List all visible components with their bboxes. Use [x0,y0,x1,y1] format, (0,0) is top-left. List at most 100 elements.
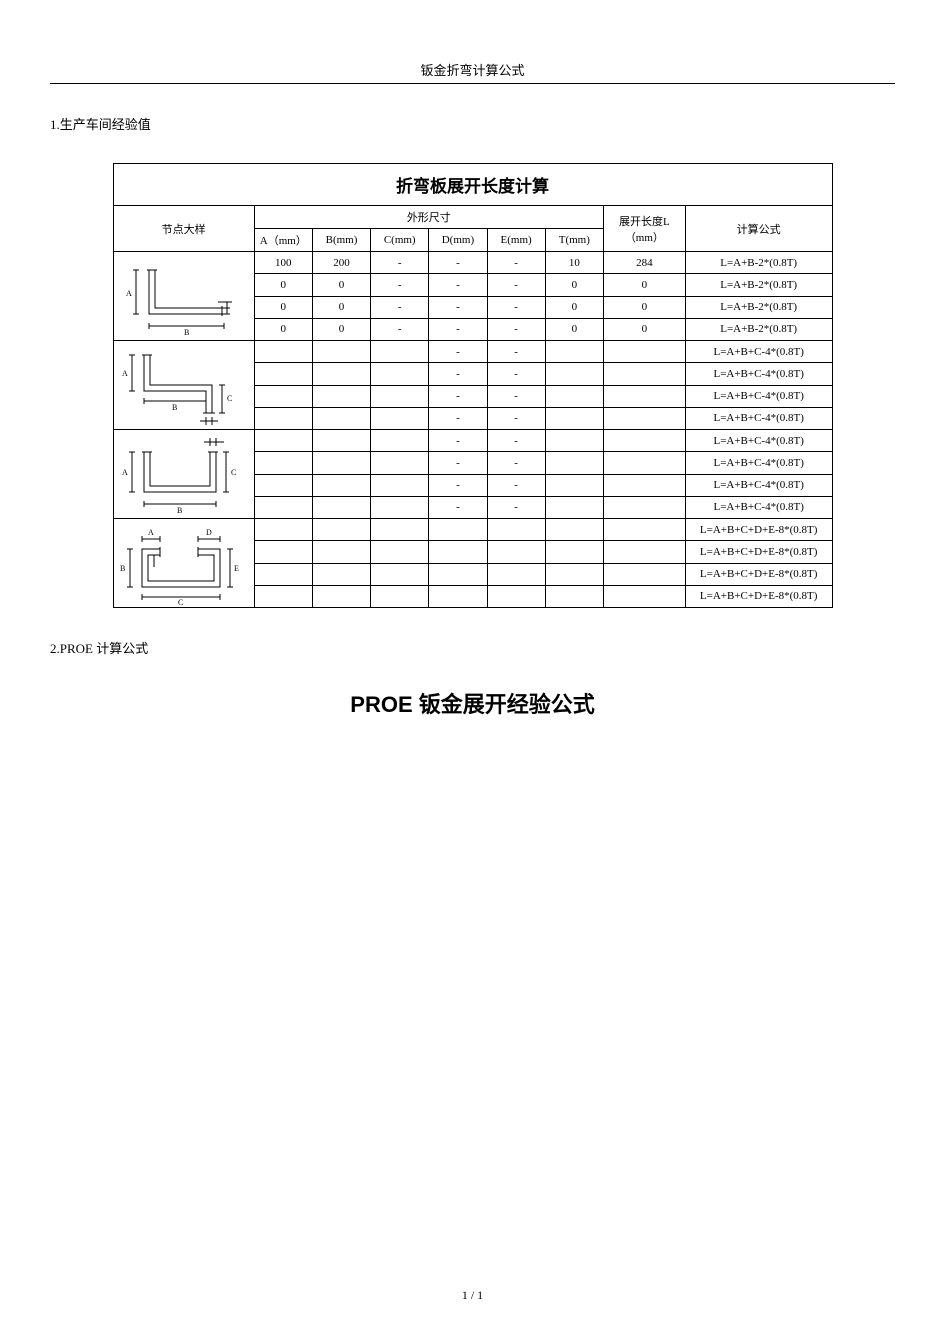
cell-formula: L=A+B+C-4*(0.8T) [685,363,832,385]
cell-d: - [429,496,487,518]
cell-c [371,474,429,496]
cell-a [254,474,312,496]
table-row: A B C [113,341,832,363]
cell-a [254,452,312,474]
cell-d: - [429,407,487,429]
cell-t: 0 [545,296,603,318]
u-shape-icon: A C B [114,430,244,518]
cell-l [603,474,685,496]
cell-l: 284 [603,252,685,274]
cell-d: - [429,430,487,452]
svg-text:A: A [126,289,132,298]
cell-t [545,385,603,407]
cell-b: 0 [312,296,370,318]
document-title: 钣金折弯计算公式 [50,60,895,84]
cell-formula: L=A+B+C-4*(0.8T) [685,407,832,429]
cell-c [371,519,429,541]
cell-l [603,496,685,518]
header-col-t: T(mm) [545,229,603,252]
cell-d: - [429,363,487,385]
cell-b [312,385,370,407]
table-row: A C B [113,430,832,452]
cell-a: 0 [254,296,312,318]
cell-d: - [429,252,487,274]
cell-l [603,541,685,563]
cell-b [312,407,370,429]
cell-t [545,585,603,607]
page-content: 钣金折弯计算公式 1.生产车间经验值 折弯板展开长度计算 节点大样 外形尺寸 展… [0,0,945,719]
cell-a [254,563,312,585]
header-length: 展开长度L（mm） [603,206,685,252]
cell-b [312,452,370,474]
cell-c: - [371,274,429,296]
cell-c [371,496,429,518]
svg-text:A: A [122,468,128,477]
cell-d: - [429,452,487,474]
cell-b [312,585,370,607]
cell-formula: L=A+B+C+D+E-8*(0.8T) [685,585,832,607]
cell-e: - [487,318,545,340]
svg-text:B: B [177,506,182,515]
cell-a [254,585,312,607]
svg-text:D: D [206,528,212,537]
cell-l: 0 [603,318,685,340]
cell-formula: L=A+B-2*(0.8T) [685,296,832,318]
cell-l [603,519,685,541]
svg-text:A: A [148,528,154,537]
cell-formula: L=A+B-2*(0.8T) [685,274,832,296]
cell-e [487,585,545,607]
cell-l: 0 [603,274,685,296]
cell-e: - [487,274,545,296]
svg-text:A: A [122,369,128,378]
cell-l: 0 [603,296,685,318]
page-number: 1 / 1 [0,1288,945,1303]
cell-l [603,407,685,429]
cell-l [603,585,685,607]
cell-t [545,519,603,541]
cell-c [371,430,429,452]
cell-l [603,363,685,385]
table-title-row: 折弯板展开长度计算 [113,164,832,206]
cell-formula: L=A+B+C-4*(0.8T) [685,474,832,496]
cell-a [254,496,312,518]
cell-a [254,341,312,363]
table-row: A B 100 [113,252,832,274]
z-shape-icon: A B C [114,341,244,429]
l-shape-icon: A B [114,252,244,340]
cell-a [254,363,312,385]
diagram-l-shape: A B [113,252,254,341]
svg-text:C: C [231,468,236,477]
cell-b [312,430,370,452]
cell-formula: L=A+B+C-4*(0.8T) [685,385,832,407]
cell-a: 0 [254,274,312,296]
cell-d [429,519,487,541]
cell-c [371,563,429,585]
cell-e: - [487,474,545,496]
cell-b: 0 [312,274,370,296]
cell-c: - [371,318,429,340]
cell-d [429,563,487,585]
cell-a [254,430,312,452]
header-col-b: B(mm) [312,229,370,252]
cell-d [429,585,487,607]
cell-l [603,430,685,452]
table-title: 折弯板展开长度计算 [113,164,832,206]
cell-t [545,363,603,385]
cell-l [603,385,685,407]
cell-t [545,407,603,429]
cell-b: 0 [312,318,370,340]
calc-table-wrap: 折弯板展开长度计算 节点大样 外形尺寸 展开长度L（mm） 计算公式 A（mm）… [113,163,833,608]
cell-a [254,519,312,541]
cell-c [371,541,429,563]
cell-formula: L=A+B+C+D+E-8*(0.8T) [685,563,832,585]
cell-d: - [429,296,487,318]
cell-t [545,452,603,474]
diagram-z-shape: A B C [113,341,254,430]
cell-t [545,496,603,518]
svg-text:C: C [227,394,232,403]
svg-text:B: B [184,328,189,337]
cell-a: 100 [254,252,312,274]
cell-c [371,452,429,474]
cell-formula: L=A+B+C+D+E-8*(0.8T) [685,541,832,563]
g-shape-icon: A D B E C [114,519,244,607]
